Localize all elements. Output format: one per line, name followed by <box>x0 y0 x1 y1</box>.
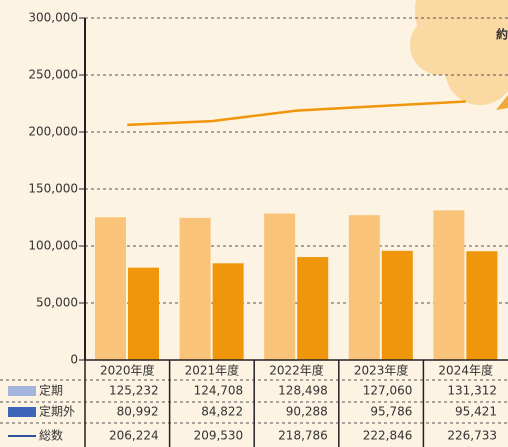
legend-label: 定期外 <box>39 404 75 419</box>
table-value: 90,288 <box>286 405 328 419</box>
bar <box>179 217 211 360</box>
y-tick-label: 100,000 <box>28 239 78 253</box>
y-tick-label: 0 <box>70 353 78 367</box>
bar <box>433 210 465 360</box>
bar <box>264 213 296 360</box>
table-value: 95,421 <box>455 405 497 419</box>
table-value: 131,312 <box>447 384 497 398</box>
bar <box>297 257 329 360</box>
bar <box>348 215 380 360</box>
bar <box>212 263 244 360</box>
legend-swatch <box>8 407 36 417</box>
bar <box>381 250 413 360</box>
annotation: 約 <box>496 27 508 42</box>
table-value: 124,708 <box>194 384 244 398</box>
y-tick-label: 150,000 <box>28 182 78 196</box>
x-tick-label: 2024年度 <box>438 363 493 378</box>
y-tick-label: 250,000 <box>28 68 78 82</box>
x-tick-label: 2023年度 <box>354 363 409 378</box>
bar <box>466 251 498 360</box>
table-value: 95,786 <box>370 405 412 419</box>
bar <box>95 217 126 360</box>
x-tick-label: 2020年度 <box>100 363 155 378</box>
cloud <box>410 0 508 110</box>
legend-label: 定期 <box>39 383 63 398</box>
x-tick-label: 2021年度 <box>185 363 240 378</box>
y-tick-label: 50,000 <box>36 296 78 310</box>
table-value: 127,060 <box>363 384 413 398</box>
table-value: 84,822 <box>201 405 243 419</box>
table-value: 128,498 <box>278 384 328 398</box>
table-value: 222,846 <box>363 429 413 443</box>
line <box>127 100 466 127</box>
y-tick-label: 300,000 <box>28 11 78 25</box>
y-tick-label: 200,000 <box>28 125 78 139</box>
table-value: 218,786 <box>278 429 328 443</box>
bar <box>128 267 159 360</box>
table-value: 125,232 <box>109 384 159 398</box>
x-tick-label: 2022年度 <box>269 363 324 378</box>
table-value: 226,733 <box>447 429 497 443</box>
legend-label: 総数 <box>39 428 63 443</box>
table-value: 209,530 <box>194 429 244 443</box>
legend-swatch <box>8 386 36 396</box>
table-value: 206,224 <box>109 429 159 443</box>
table-value: 80,992 <box>117 405 159 419</box>
